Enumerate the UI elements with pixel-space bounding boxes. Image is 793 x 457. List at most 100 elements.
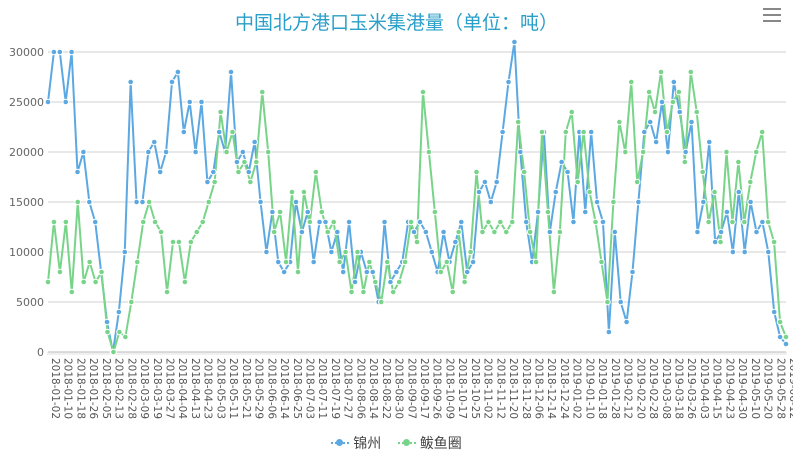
data-point	[461, 278, 468, 286]
data-point	[276, 208, 284, 216]
data-point	[645, 88, 653, 96]
data-point	[264, 148, 272, 156]
data-point	[68, 48, 75, 56]
data-point	[599, 218, 607, 226]
data-point	[538, 128, 546, 136]
data-point	[586, 188, 593, 196]
data-point	[723, 148, 730, 156]
data-point	[485, 218, 492, 226]
x-tick-label: 2018-11-12	[494, 358, 506, 419]
data-point	[348, 288, 355, 296]
data-point	[639, 148, 647, 156]
data-point	[274, 258, 282, 266]
legend-item-jinzhou[interactable]: 锦州	[331, 433, 381, 453]
data-point	[86, 258, 93, 266]
data-point	[294, 268, 302, 276]
data-point	[180, 128, 188, 136]
data-point	[395, 278, 403, 286]
data-point	[354, 248, 361, 256]
data-point	[443, 258, 451, 266]
x-tick-label: 2018-07-27	[342, 358, 354, 419]
data-point	[44, 98, 52, 106]
data-point	[676, 108, 684, 116]
data-point	[652, 138, 660, 146]
data-point	[175, 238, 183, 246]
data-point	[233, 158, 241, 166]
data-point	[186, 98, 193, 106]
legend-item-bayuquan[interactable]: 鲅鱼圈	[397, 433, 462, 453]
data-point	[282, 258, 290, 266]
data-point	[258, 88, 266, 96]
data-point	[127, 78, 134, 86]
data-point	[229, 128, 236, 136]
data-point	[711, 238, 719, 246]
data-point	[292, 198, 300, 206]
data-point	[199, 218, 207, 226]
x-tick-label: 2018-01-26	[87, 358, 99, 419]
data-point	[387, 278, 394, 286]
data-point	[463, 268, 471, 276]
data-point	[74, 198, 82, 206]
data-point	[336, 258, 343, 266]
data-point	[694, 228, 701, 236]
x-tick-label: 2019-05-28	[774, 358, 786, 419]
data-point	[457, 218, 465, 226]
data-point	[568, 108, 576, 116]
data-point	[145, 148, 152, 156]
data-point	[633, 178, 641, 186]
y-tick-label: 25000	[9, 96, 44, 109]
hamburger-menu-icon[interactable]	[763, 8, 781, 22]
data-point	[437, 268, 445, 276]
data-point	[169, 238, 177, 246]
x-tick-label: 2018-08-30	[393, 358, 405, 419]
x-tick-label: 2019-03-26	[685, 358, 697, 419]
data-point	[511, 38, 518, 46]
data-point	[499, 128, 506, 136]
data-point	[497, 218, 504, 226]
data-point	[514, 118, 522, 126]
data-point	[74, 168, 81, 176]
x-tick-label: 2018-07-11	[316, 358, 328, 419]
data-point	[425, 148, 433, 156]
data-point	[502, 228, 510, 236]
data-point	[280, 268, 288, 276]
data-point	[587, 128, 595, 136]
data-point	[410, 228, 418, 236]
data-point	[369, 268, 377, 276]
data-point	[393, 268, 400, 276]
data-point	[263, 248, 270, 256]
x-tick-label: 2019-01-02	[571, 358, 583, 419]
data-point	[717, 228, 725, 236]
data-point	[617, 298, 624, 306]
x-tick-label: 2018-04-04	[176, 358, 188, 419]
data-point	[534, 208, 542, 216]
y-axis: 0 5000 10000 15000 20000 25000 30000	[9, 46, 44, 359]
data-point	[324, 228, 332, 236]
data-point	[56, 48, 64, 56]
data-point	[257, 198, 264, 206]
x-tick-label: 2018-09-26	[431, 358, 443, 419]
x-tick-label: 2018-03-19	[151, 358, 163, 419]
data-point	[682, 148, 689, 156]
data-point	[198, 98, 205, 106]
data-point	[193, 228, 201, 236]
legend-label: 锦州	[353, 436, 382, 452]
data-point	[98, 268, 105, 276]
data-point	[328, 248, 335, 256]
data-point	[782, 333, 790, 341]
data-point	[80, 278, 88, 286]
x-tick-label: 2018-07-03	[303, 358, 315, 419]
x-tick-label: 2019-05-20	[762, 358, 774, 419]
data-point	[151, 218, 159, 226]
data-point	[669, 98, 677, 106]
data-point	[658, 98, 666, 106]
data-point	[104, 328, 111, 336]
data-point	[758, 128, 766, 136]
data-point	[552, 188, 560, 196]
data-point	[723, 208, 731, 216]
x-tick-label: 2018-03-27	[164, 358, 176, 419]
data-point	[342, 248, 349, 256]
data-point	[699, 168, 706, 176]
data-point	[44, 278, 52, 286]
